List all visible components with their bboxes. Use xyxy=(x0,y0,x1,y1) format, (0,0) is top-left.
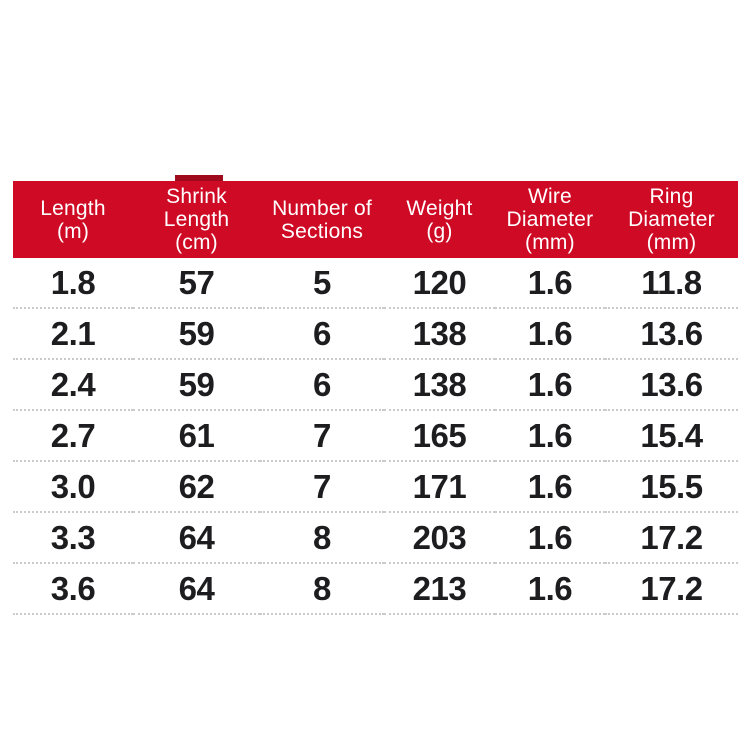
table-row: 2.4 59 6 138 1.6 13.6 xyxy=(13,359,738,411)
cell-sections: 6 xyxy=(260,308,384,360)
cell-wire-diameter: 1.6 xyxy=(494,461,605,513)
cell-weight: 138 xyxy=(383,359,495,411)
cell-length: 1.8 xyxy=(13,258,133,309)
cell-ring-diameter: 17.2 xyxy=(604,563,738,615)
header-cell-length: Length (m) xyxy=(13,181,133,258)
cell-sections: 6 xyxy=(260,359,384,411)
spec-table-body: 1.8 57 5 120 1.6 11.8 2.1 59 6 138 1.6 1… xyxy=(13,258,738,615)
header-cell-ring-diameter: Ring Diameter (mm) xyxy=(604,181,738,258)
cell-weight: 203 xyxy=(383,512,495,564)
cell-wire-diameter: 1.6 xyxy=(494,563,605,615)
cell-length: 2.4 xyxy=(13,359,133,411)
cell-shrink-length: 59 xyxy=(132,359,260,411)
cell-length: 3.6 xyxy=(13,563,133,615)
table-row: 2.1 59 6 138 1.6 13.6 xyxy=(13,308,738,360)
cell-weight: 171 xyxy=(383,461,495,513)
cell-weight: 213 xyxy=(383,563,495,615)
table-row: 2.7 61 7 165 1.6 15.4 xyxy=(13,410,738,462)
cell-shrink-length: 57 xyxy=(132,258,260,309)
cell-shrink-length: 59 xyxy=(132,308,260,360)
cell-sections: 8 xyxy=(260,512,384,564)
header-accent-notch xyxy=(175,175,223,183)
cell-sections: 8 xyxy=(260,563,384,615)
cell-ring-diameter: 15.4 xyxy=(604,410,738,462)
cell-wire-diameter: 1.6 xyxy=(494,359,605,411)
cell-length: 2.7 xyxy=(13,410,133,462)
cell-weight: 120 xyxy=(383,258,495,309)
cell-length: 3.0 xyxy=(13,461,133,513)
cell-sections: 7 xyxy=(260,410,384,462)
header-cell-weight: Weight (g) xyxy=(383,181,495,258)
cell-length: 3.3 xyxy=(13,512,133,564)
header-cell-sections: Number of Sections xyxy=(260,181,384,258)
cell-shrink-length: 61 xyxy=(132,410,260,462)
spec-table-header: Length (m) Shrink Length (cm) Number of … xyxy=(13,181,738,258)
cell-ring-diameter: 13.6 xyxy=(604,308,738,360)
cell-shrink-length: 64 xyxy=(132,512,260,564)
header-row: Length (m) Shrink Length (cm) Number of … xyxy=(13,181,738,258)
cell-wire-diameter: 1.6 xyxy=(494,258,605,309)
header-cell-shrink-length: Shrink Length (cm) xyxy=(132,181,260,258)
table-row: 1.8 57 5 120 1.6 11.8 xyxy=(13,258,738,309)
cell-sections: 7 xyxy=(260,461,384,513)
cell-wire-diameter: 1.6 xyxy=(494,308,605,360)
spec-table-container: Length (m) Shrink Length (cm) Number of … xyxy=(13,175,738,615)
cell-weight: 165 xyxy=(383,410,495,462)
cell-sections: 5 xyxy=(260,258,384,309)
table-row: 3.3 64 8 203 1.6 17.2 xyxy=(13,512,738,564)
cell-shrink-length: 62 xyxy=(132,461,260,513)
table-row: 3.6 64 8 213 1.6 17.2 xyxy=(13,563,738,615)
cell-ring-diameter: 17.2 xyxy=(604,512,738,564)
cell-ring-diameter: 11.8 xyxy=(604,258,738,309)
cell-length: 2.1 xyxy=(13,308,133,360)
cell-shrink-length: 64 xyxy=(132,563,260,615)
header-cell-wire-diameter: Wire Diameter (mm) xyxy=(494,181,605,258)
cell-weight: 138 xyxy=(383,308,495,360)
table-row: 3.0 62 7 171 1.6 15.5 xyxy=(13,461,738,513)
cell-ring-diameter: 15.5 xyxy=(604,461,738,513)
cell-wire-diameter: 1.6 xyxy=(494,410,605,462)
cell-wire-diameter: 1.6 xyxy=(494,512,605,564)
spec-table: Length (m) Shrink Length (cm) Number of … xyxy=(13,181,738,615)
cell-ring-diameter: 13.6 xyxy=(604,359,738,411)
